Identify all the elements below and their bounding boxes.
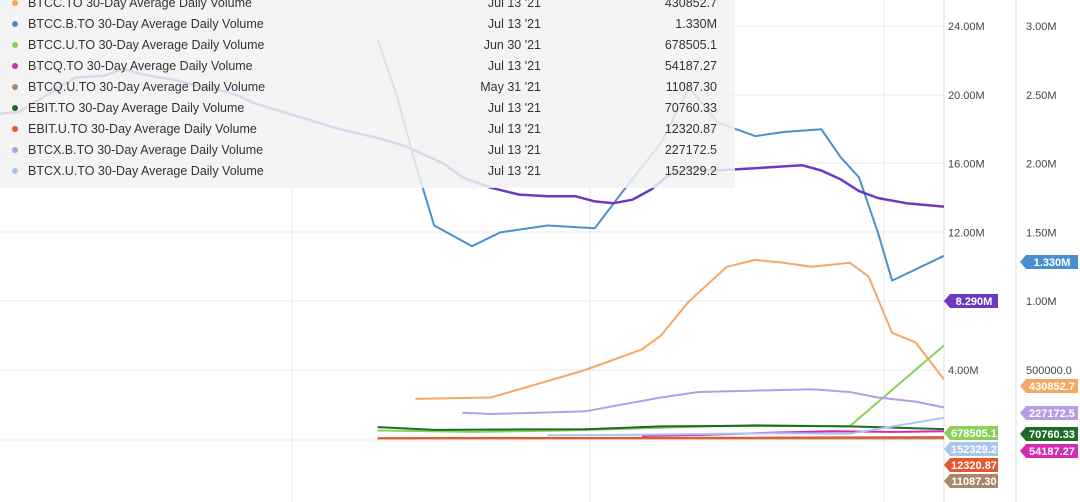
right-value-badge-text: 54187.27	[1029, 446, 1075, 458]
legend-row[interactable]: BTCC.B.TO 30-Day Average Daily Volume Jul…	[12, 17, 717, 31]
legend-swatch	[12, 105, 18, 111]
left-value-badge: 678505.1	[944, 426, 998, 440]
axis-layer: 4.00M 12.00M 16.00M 20.00M 24.00M 500000.0 1.0…	[948, 21, 1072, 377]
left-value-badge-shape	[944, 294, 998, 308]
left-tick-label: 4.00M	[948, 365, 979, 377]
legend-swatch	[12, 84, 18, 90]
right-tick-label: 2.00M	[1026, 159, 1057, 171]
legend-row[interactable]: BTCQ.U.TO 30-Day Average Daily Volume May…	[12, 80, 717, 94]
legend-series-name: BTCC.TO 30-Day Average Daily Volume	[28, 0, 252, 10]
legend-series-name: EBIT.U.TO 30-Day Average Daily Volume	[28, 122, 257, 136]
legend-value: 12320.87	[665, 122, 717, 136]
series-line-0	[415, 258, 945, 400]
left-tick-label: 20.00M	[948, 90, 985, 102]
legend-date: Jul 13 '21	[488, 122, 541, 136]
legend-series-name: BTCX.U.TO 30-Day Average Daily Volume	[28, 164, 264, 178]
left-value-badge-text: 678505.1	[951, 428, 997, 440]
right-value-badge: 227172.5	[1020, 406, 1078, 420]
left-value-badge-shape	[944, 474, 998, 488]
right-tick-label: 1.50M	[1026, 227, 1057, 239]
left-tick-label: 24.00M	[948, 21, 985, 33]
left-value-badge: 12320.87	[944, 458, 998, 472]
right-value-badge-text: 430852.7	[1029, 381, 1075, 393]
legend-date: May 31 '21	[480, 80, 541, 94]
left-value-badge-shape	[944, 426, 998, 440]
legend-series-name: EBIT.TO 30-Day Average Daily Volume	[28, 101, 244, 115]
legend-row[interactable]: EBIT.U.TO 30-Day Average Daily Volume Jul…	[12, 122, 717, 136]
right-tick-label: 2.50M	[1026, 90, 1057, 102]
right-value-badge-text: 227172.5	[1029, 408, 1075, 420]
left-value-badge: 152329.2	[944, 442, 998, 456]
value-badges: 8.290M 678505.1 152329.2 12320.87 11087.30 1.…	[944, 255, 1078, 488]
legend-value: 11087.30	[666, 80, 717, 94]
legend-value: 152329.2	[665, 164, 717, 178]
legend-date: Jul 13 '21	[488, 59, 541, 73]
legend-row[interactable]: BTCQ.TO 30-Day Average Daily Volume Jul 1…	[12, 59, 717, 73]
left-value-badge-shape	[944, 442, 998, 456]
legend-swatch	[12, 147, 18, 153]
left-tick-label: 16.00M	[948, 159, 985, 171]
right-value-badge: 70760.33	[1020, 427, 1078, 441]
right-value-badge-shape	[1020, 379, 1078, 393]
left-value-badge-shape	[944, 458, 998, 472]
left-value-badge: 8.290M	[944, 294, 998, 308]
legend-swatch	[12, 168, 18, 174]
legend-row[interactable]: BTCC.TO 30-Day Average Daily Volume Jul 1…	[12, 0, 717, 10]
legend-swatch	[12, 0, 18, 6]
series-line-8	[547, 416, 945, 437]
legend[interactable]: BTCC.TO 30-Day Average Daily Volume Jul 1…	[0, 0, 735, 188]
right-value-badge-text: 70760.33	[1029, 429, 1075, 441]
right-tick-label: 3.00M	[1026, 21, 1057, 33]
right-value-badge: 1.330M	[1020, 255, 1078, 269]
series-line-7	[462, 388, 945, 415]
legend-series-name: BTCX.B.TO 30-Day Average Daily Volume	[28, 143, 263, 157]
legend-value: 227172.5	[665, 143, 717, 157]
legend-value: 678505.1	[665, 38, 717, 52]
legend-row[interactable]: BTCX.U.TO 30-Day Average Daily Volume Jul…	[12, 164, 717, 178]
right-value-badge-text: 1.330M	[1034, 257, 1071, 269]
left-value-badge-text: 152329.2	[951, 444, 997, 456]
legend-series-name: BTCQ.TO 30-Day Average Daily Volume	[28, 59, 253, 73]
legend-series-name: BTCQ.U.TO 30-Day Average Daily Volume	[28, 80, 265, 94]
legend-date: Jul 13 '21	[488, 17, 541, 31]
legend-date: Jul 13 '21	[488, 101, 541, 115]
legend-series-name: BTCC.U.TO 30-Day Average Daily Volume	[28, 38, 264, 52]
series-line-5	[377, 424, 945, 431]
right-value-badge: 430852.7	[1020, 379, 1078, 393]
series-line-6	[377, 436, 945, 440]
legend-date: Jul 13 '21	[488, 143, 541, 157]
right-value-badge-shape	[1020, 255, 1078, 269]
left-value-badge-text: 8.290M	[956, 296, 993, 308]
left-value-badge-text: 11087.30	[951, 476, 996, 488]
legend-date: Jul 13 '21	[488, 0, 541, 10]
right-value-badge-shape	[1020, 427, 1078, 441]
legend-value: 70760.33	[665, 101, 717, 115]
legend-swatch	[12, 42, 18, 48]
left-tick-label: 12.00M	[948, 227, 985, 239]
legend-date: Jul 13 '21	[488, 164, 541, 178]
legend-row[interactable]: BTCC.U.TO 30-Day Average Daily Volume Jun…	[12, 38, 717, 52]
legend-swatch	[12, 21, 18, 27]
right-value-badge-shape	[1020, 406, 1078, 420]
legend-row[interactable]: EBIT.TO 30-Day Average Daily Volume Jul 1…	[12, 101, 717, 115]
legend-series-name: BTCC.B.TO 30-Day Average Daily Volume	[28, 17, 264, 31]
legend-swatch	[12, 126, 18, 132]
left-value-badge-text: 12320.87	[951, 460, 997, 472]
legend-row[interactable]: BTCX.B.TO 30-Day Average Daily Volume Jul…	[12, 143, 717, 157]
legend-panel	[0, 0, 735, 188]
legend-date: Jun 30 '21	[484, 38, 541, 52]
legend-value: 1.330M	[675, 17, 717, 31]
legend-value: 54187.27	[665, 59, 717, 73]
left-value-badge: 11087.30	[944, 474, 998, 488]
legend-swatch	[12, 63, 18, 69]
right-value-badge-shape	[1020, 444, 1078, 458]
legend-value: 430852.7	[665, 0, 717, 10]
right-tick-label: 500000.0	[1026, 365, 1072, 377]
right-tick-label: 1.00M	[1026, 296, 1057, 308]
right-value-badge: 54187.27	[1020, 444, 1078, 458]
